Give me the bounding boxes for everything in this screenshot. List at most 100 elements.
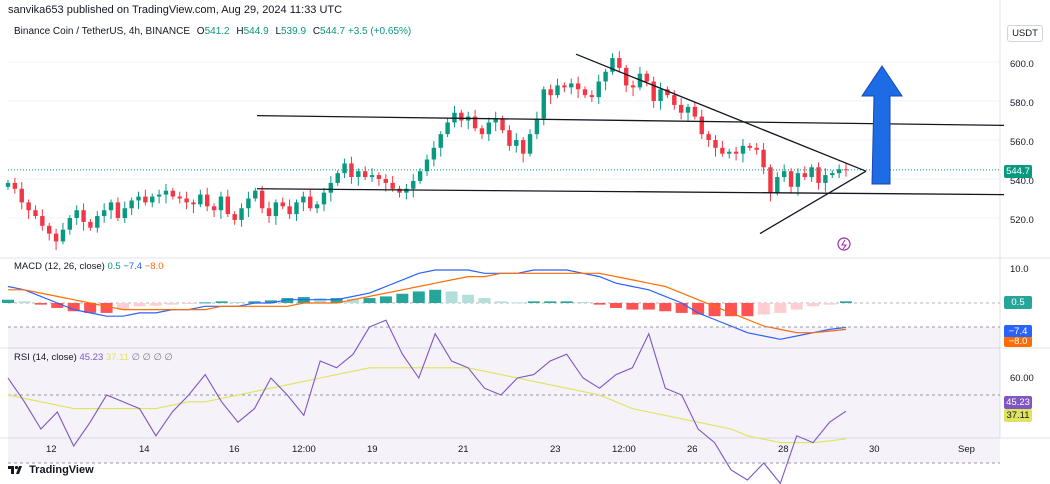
macd-histogram-bar	[462, 294, 475, 303]
candle-body	[60, 229, 66, 242]
candle-body	[603, 71, 608, 82]
macd-histogram-bar	[445, 291, 458, 303]
candle-body	[520, 140, 526, 154]
candle-body	[596, 81, 601, 98]
candle-body	[720, 147, 725, 154]
macd-histogram-bar	[478, 298, 491, 303]
macd-histogram-bar	[396, 293, 409, 303]
currency-button[interactable]: USDT	[1007, 25, 1043, 42]
rsi-value: 45.23	[79, 352, 104, 363]
candle-body	[685, 106, 691, 113]
macd-histogram-bar	[593, 303, 606, 305]
high-value: 544.9	[243, 26, 269, 37]
candle-body	[328, 182, 334, 193]
tradingview-logo[interactable]: TradingView	[8, 464, 94, 476]
macd-hist-badge: 0.5	[1004, 296, 1032, 309]
candle-body	[259, 190, 265, 209]
candle-body	[747, 145, 753, 148]
candle-body	[170, 190, 176, 197]
macd-histogram-bar	[494, 301, 507, 303]
time-tick: 30	[869, 444, 880, 455]
signal-badge: −8.0	[1004, 337, 1032, 347]
open-label: O	[196, 26, 205, 37]
macd-legend: MACD (12, 26, close) 0.5 −7.4 −8.0	[14, 261, 163, 272]
time-tick: 28	[778, 444, 789, 455]
support-line	[256, 188, 1005, 196]
candle-body	[781, 171, 787, 178]
symbol-legend: Binance Coin / TetherUS, 4h, BINANCE O54…	[14, 26, 411, 37]
candle-body	[266, 208, 272, 217]
candle-body	[575, 83, 581, 90]
candle-body	[239, 208, 244, 220]
candle-body	[623, 67, 629, 86]
macd-histogram-bar	[807, 303, 820, 307]
candle-body	[569, 83, 574, 88]
macd-histogram-bar	[544, 301, 557, 303]
macd-histogram-bar	[199, 302, 212, 304]
time-tick: 12	[46, 444, 57, 455]
candle-body	[665, 89, 670, 96]
macd-hist-value: 0.5	[107, 261, 121, 272]
macd-histogram-bar	[281, 298, 294, 303]
candle-body	[314, 204, 320, 209]
macd-histogram-bar	[248, 301, 261, 303]
candle-body	[294, 202, 299, 215]
resistance-line	[256, 114, 1005, 127]
macd-histogram-bar	[642, 303, 655, 310]
candle-body	[692, 106, 698, 117]
candle-body	[775, 177, 780, 193]
time-tick: Sep	[958, 444, 975, 455]
candle-body	[321, 192, 327, 205]
macd-tick: 10.0	[1010, 264, 1029, 275]
candle-body	[541, 89, 546, 119]
candle-body	[411, 180, 416, 189]
candle-body	[184, 198, 189, 203]
candle-body	[809, 167, 814, 178]
macd-name: MACD (12, 26, close)	[14, 261, 105, 272]
candle-body	[129, 200, 134, 209]
candle-body	[672, 95, 677, 105]
rsi-ma-badge: 37.11	[1004, 409, 1032, 422]
macd-histogram-bar	[2, 299, 14, 303]
candle-body	[706, 134, 711, 140]
candle-body	[232, 214, 237, 220]
candle-body	[74, 210, 79, 218]
candle-body	[88, 221, 93, 228]
candle-body	[362, 171, 368, 178]
candle-body	[122, 208, 127, 218]
macd-histogram-bar	[67, 303, 80, 312]
candle-body	[95, 216, 100, 228]
candle-body	[445, 122, 450, 135]
descending-trendline	[575, 53, 867, 172]
macd-histogram-bar	[774, 303, 787, 313]
candle-body	[699, 116, 704, 135]
signal-value: −8.0	[144, 261, 164, 272]
macd-histogram-bar	[560, 301, 573, 303]
price-tick: 560.0	[1010, 137, 1034, 148]
candle-body	[53, 233, 59, 242]
candle-body	[349, 163, 354, 178]
candle-body	[589, 95, 595, 98]
macd-histogram-bar	[117, 303, 130, 310]
candle-body	[26, 202, 31, 211]
publish-header: sanvika653 published on TradingView.com,…	[8, 4, 343, 16]
candle-body	[486, 122, 492, 135]
macd-histogram-bar	[823, 303, 836, 305]
candle-body	[177, 196, 182, 199]
candle-body	[678, 104, 684, 113]
rsi-line	[7, 319, 847, 484]
candle-body	[12, 182, 18, 189]
candle-body	[211, 206, 217, 211]
candle-body	[5, 182, 11, 187]
macd-histogram-bar	[511, 302, 524, 304]
candle-body	[301, 196, 306, 203]
candle-body	[527, 134, 533, 154]
time-tick: 23	[550, 444, 561, 455]
candle-body	[534, 118, 540, 135]
candle-body	[658, 89, 663, 101]
candle-body	[47, 225, 52, 234]
candle-body	[555, 85, 560, 96]
macd-histogram-bar	[215, 301, 228, 303]
macd-histogram-bar	[429, 289, 442, 303]
